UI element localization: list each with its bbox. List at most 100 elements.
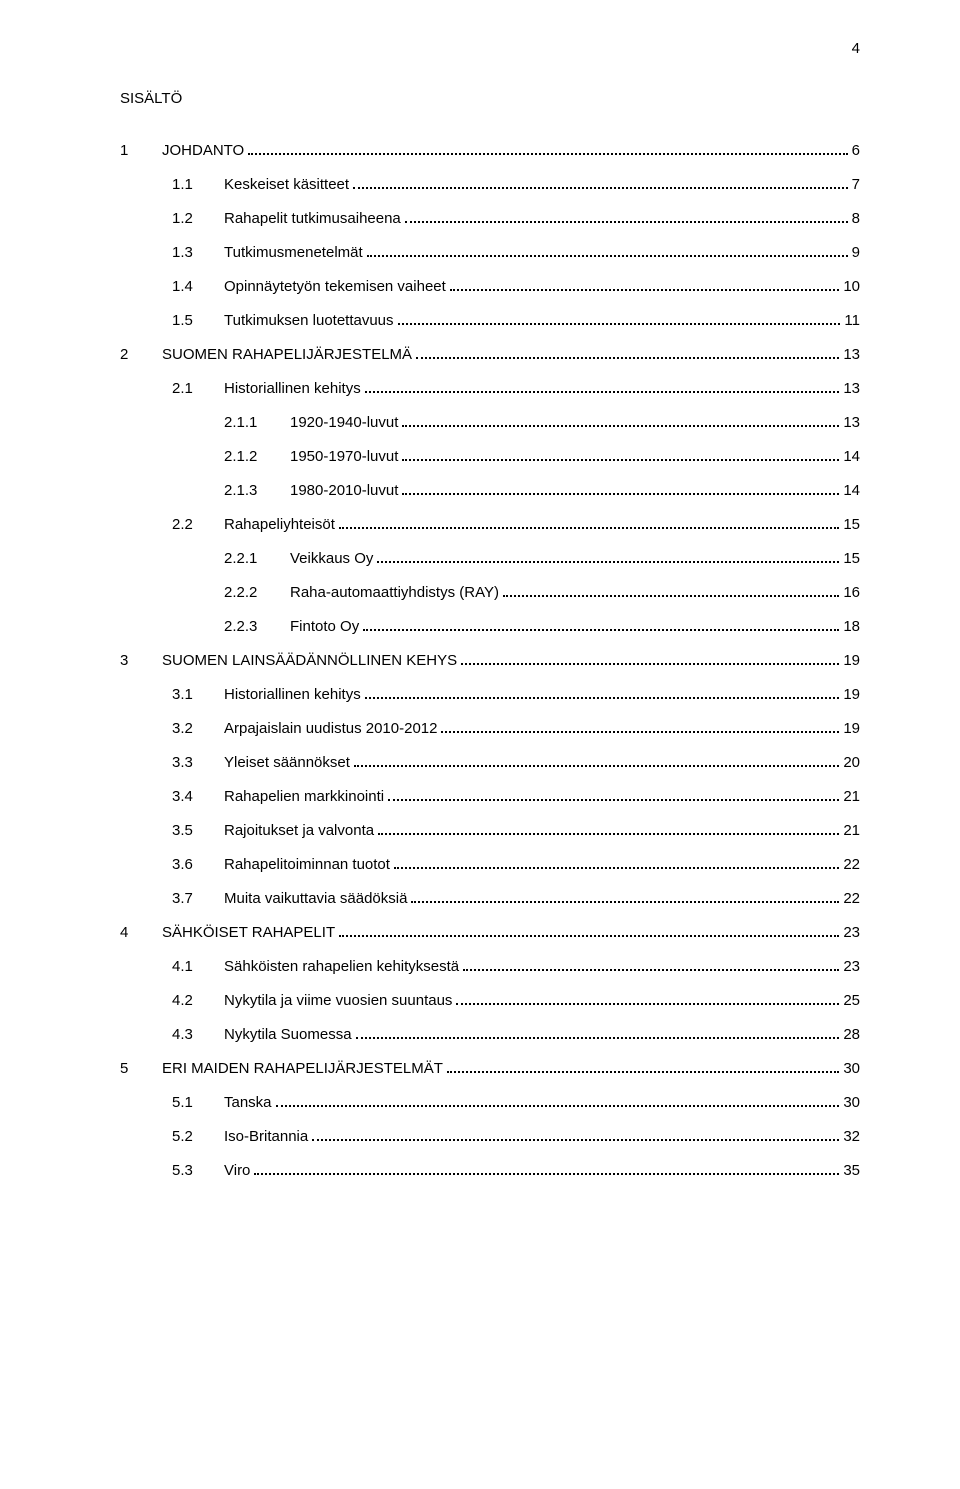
toc-row: 2.1.1 1920-1940-luvut 13 [224,411,860,435]
toc-row: 1.1Keskeiset käsitteet7 [172,173,860,197]
toc-entry-number: 1 [120,139,148,163]
toc-entry-page: 16 [843,581,860,605]
toc-leader-dots [402,481,839,495]
toc-row: 3.5Rajoitukset ja valvonta21 [172,819,860,843]
toc-entry-page: 25 [843,989,860,1013]
toc-leader-dots [365,379,840,393]
toc-entry-number: 3.4 [172,785,210,809]
toc-entry-page: 18 [843,615,860,639]
toc-entry-label: 1950-1970-luvut [290,445,398,469]
toc-leader-dots [402,413,839,427]
toc-leader-dots [377,549,839,563]
toc-entry-number: 1.4 [172,275,210,299]
toc-entry-number: 3.5 [172,819,210,843]
toc-row: 3.1 Historiallinen kehitys 19 [172,683,860,707]
toc-leader-dots [378,821,839,835]
toc-entry-number: 4 [120,921,148,945]
toc-entry-label: Rahapelitoiminnan tuotot [224,853,390,877]
toc-leader-dots [365,685,840,699]
toc-row: 3.6 Rahapelitoiminnan tuotot 22 [172,853,860,877]
toc-entry-page: 22 [843,853,860,877]
toc-entry-label: ERI MAIDEN RAHAPELIJÄRJESTELMÄT [162,1057,443,1081]
toc-leader-dots [463,957,839,971]
toc-leader-dots [411,889,839,903]
toc-entry-page: 23 [843,955,860,979]
toc-row: 5.1Tanska30 [172,1091,860,1115]
toc-entry-label: Rahapelit tutkimusaiheena [224,207,401,231]
toc-entry-page: 6 [852,139,860,163]
toc-row: 2.2 Rahapeliyhteisöt 15 [172,513,860,537]
toc-row: 1.4Opinnäytetyön tekemisen vaiheet10 [172,275,860,299]
toc-entry-label: Tanska [224,1091,272,1115]
toc-entry-number: 4.1 [172,955,210,979]
toc-entry-number: 2.1.2 [224,445,276,469]
toc-entry-number: 3.2 [172,717,210,741]
toc-title: SISÄLTÖ [120,90,860,107]
toc-row: 5.2Iso-Britannia32 [172,1125,860,1149]
toc-row: 1 JOHDANTO 6 [120,139,860,163]
toc-row: 1.5Tutkimuksen luotettavuus11 [172,309,860,333]
toc-entry-label: SUOMEN LAINSÄÄDÄNNÖLLINEN KEHYS [162,649,457,673]
toc-entry-number: 2.1 [172,377,210,401]
toc-container: 1JOHDANTO61.1Keskeiset käsitteet71.2Raha… [120,139,860,1183]
toc-entry-page: 13 [843,411,860,435]
toc-leader-dots [312,1127,839,1141]
toc-entry-page: 9 [852,241,860,265]
toc-row: 2.1.31980-2010-luvut14 [224,479,860,503]
toc-entry-label: Opinnäytetyön tekemisen vaiheet [224,275,446,299]
toc-entry-page: 11 [844,309,860,333]
toc-entry-page: 19 [843,649,860,673]
toc-entry-label: Veikkaus Oy [290,547,373,571]
toc-entry-label: SUOMEN RAHAPELIJÄRJESTELMÄ [162,343,412,367]
toc-entry-label: Fintoto Oy [290,615,359,639]
toc-entry-page: 13 [843,343,860,367]
toc-row: 4.2Nykytila ja viime vuosien suuntaus25 [172,989,860,1013]
toc-entry-number: 4.2 [172,989,210,1013]
toc-entry-label: Historiallinen kehitys [224,683,361,707]
toc-leader-dots [367,243,848,257]
toc-entry-number: 2.2.1 [224,547,276,571]
toc-row: 3.2Arpajaislain uudistus 2010-201219 [172,717,860,741]
toc-entry-label: JOHDANTO [162,139,244,163]
toc-entry-page: 7 [852,173,860,197]
toc-entry-number: 3.6 [172,853,210,877]
toc-entry-number: 2.2.2 [224,581,276,605]
toc-leader-dots [363,617,839,631]
toc-leader-dots [416,345,839,359]
toc-entry-label: 1980-2010-luvut [290,479,398,503]
toc-row: 2.1Historiallinen kehitys13 [172,377,860,401]
toc-entry-page: 22 [843,887,860,911]
toc-row: 4.1Sähköisten rahapelien kehityksestä23 [172,955,860,979]
toc-leader-dots [441,719,839,733]
toc-entry-page: 19 [843,717,860,741]
toc-entry-number: 5.1 [172,1091,210,1115]
toc-entry-number: 1.3 [172,241,210,265]
toc-entry-label: Rahapelien markkinointi [224,785,384,809]
toc-row: 5.3Viro35 [172,1159,860,1183]
toc-leader-dots [461,651,839,665]
toc-entry-page: 8 [852,207,860,231]
toc-leader-dots [248,141,847,155]
toc-entry-number: 2.2 [172,513,210,537]
toc-leader-dots [456,991,839,1005]
toc-leader-dots [503,583,839,597]
toc-row: 2.1.21950-1970-luvut14 [224,445,860,469]
toc-leader-dots [356,1025,840,1039]
toc-leader-dots [447,1059,839,1073]
toc-leader-dots [276,1093,840,1107]
toc-leader-dots [405,209,848,223]
toc-entry-page: 19 [843,683,860,707]
toc-entry-label: Viro [224,1159,250,1183]
toc-row: 2.2.1Veikkaus Oy15 [224,547,860,571]
toc-entry-page: 23 [843,921,860,945]
toc-entry-label: Nykytila Suomessa [224,1023,352,1047]
toc-entry-number: 3 [120,649,148,673]
toc-entry-label: Rahapeliyhteisöt [224,513,335,537]
toc-entry-number: 3.1 [172,683,210,707]
toc-entry-page: 35 [843,1159,860,1183]
toc-entry-page: 15 [843,513,860,537]
toc-entry-number: 2.1.1 [224,411,276,435]
page-number: 4 [852,40,860,57]
toc-entry-page: 32 [843,1125,860,1149]
toc-entry-label: 1920-1940-luvut [290,411,398,435]
